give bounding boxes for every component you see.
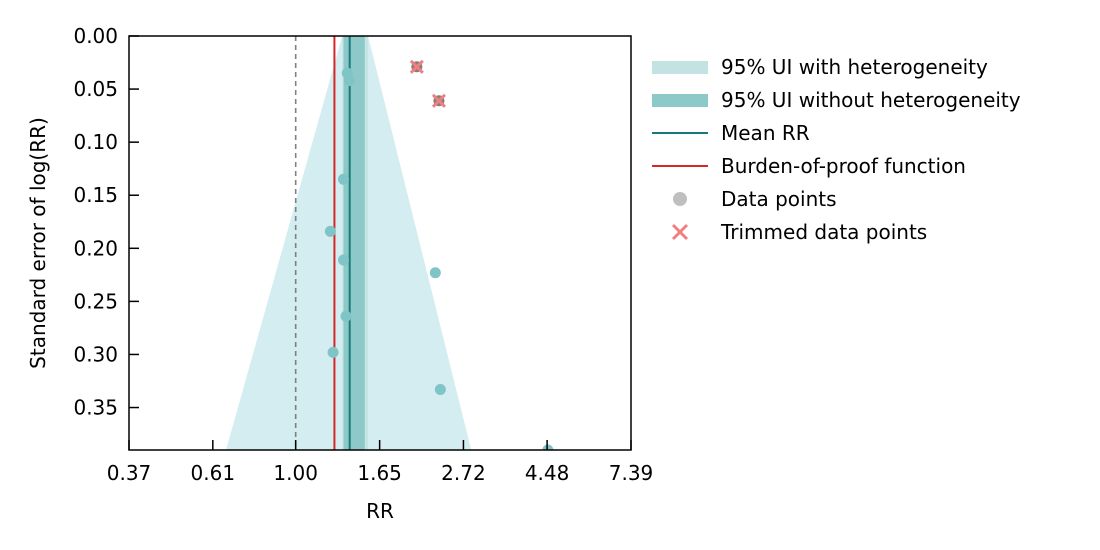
- legend-label: 95% UI with heterogeneity: [721, 55, 988, 79]
- legend-swatch: [671, 223, 689, 241]
- legend-label: Data points: [721, 187, 837, 211]
- legend-swatch: [673, 192, 687, 206]
- legend-marker-x-red: [671, 223, 689, 241]
- legend-marker-band-light: [652, 61, 708, 74]
- data-point: [429, 267, 441, 279]
- trimmed-point: [431, 93, 446, 108]
- x-tick-label: 0.61: [191, 461, 236, 485]
- trimmed-point-x-b: [431, 93, 446, 108]
- x-tick-label: 2.72: [441, 461, 486, 485]
- y-tick-label: 0.30: [73, 342, 118, 366]
- ui-without-heterogeneity-band: [343, 36, 365, 450]
- data-point: [337, 254, 349, 266]
- legend-label: Mean RR: [721, 121, 810, 145]
- x-tick-label: 0.37: [107, 461, 152, 485]
- x-tick-label: 1.65: [357, 461, 402, 485]
- y-tick-label: 0.20: [73, 236, 118, 260]
- legend-swatch: [652, 61, 708, 74]
- axes: 0.37 0.61 1.00 1.65 2.72 4.48 7.39 0.00 0.05 0.10…: [73, 24, 653, 485]
- legend-label: Burden-of-proof function: [721, 154, 966, 178]
- y-tick-label: 0.15: [73, 183, 118, 207]
- x-tick-label: 4.48: [525, 461, 570, 485]
- data-point: [340, 310, 352, 322]
- plot-area: [226, 36, 554, 450]
- y-tick-label: 0.10: [73, 130, 118, 154]
- trimmed-point-x-b: [409, 59, 424, 74]
- legend-marker-band-dark: [652, 94, 708, 107]
- trimmed-point: [409, 59, 424, 74]
- y-tick-label: 0.35: [73, 396, 118, 420]
- data-point: [344, 75, 356, 87]
- legend-label: 95% UI without heterogeneity: [721, 88, 1021, 112]
- legend-marker-dot-gray: [673, 192, 687, 206]
- plot-contents: [226, 36, 554, 450]
- data-point: [337, 173, 349, 185]
- data-point: [327, 346, 339, 358]
- y-tick-label: 0.00: [73, 24, 118, 48]
- data-point: [324, 225, 336, 237]
- y-tick-label: 0.05: [73, 77, 118, 101]
- data-point: [434, 383, 446, 395]
- x-tick-label: 7.39: [609, 461, 654, 485]
- y-axis-label: Standard error of log(RR): [26, 117, 50, 369]
- x-axis-label: RR: [366, 499, 394, 523]
- legend: 95% UI with heterogeneity 95% UI without …: [652, 55, 1021, 244]
- legend-label: Trimmed data points: [720, 220, 927, 244]
- y-tick-label: 0.25: [73, 289, 118, 313]
- x-tick-label: 1.00: [273, 461, 318, 485]
- legend-swatch: [652, 94, 708, 107]
